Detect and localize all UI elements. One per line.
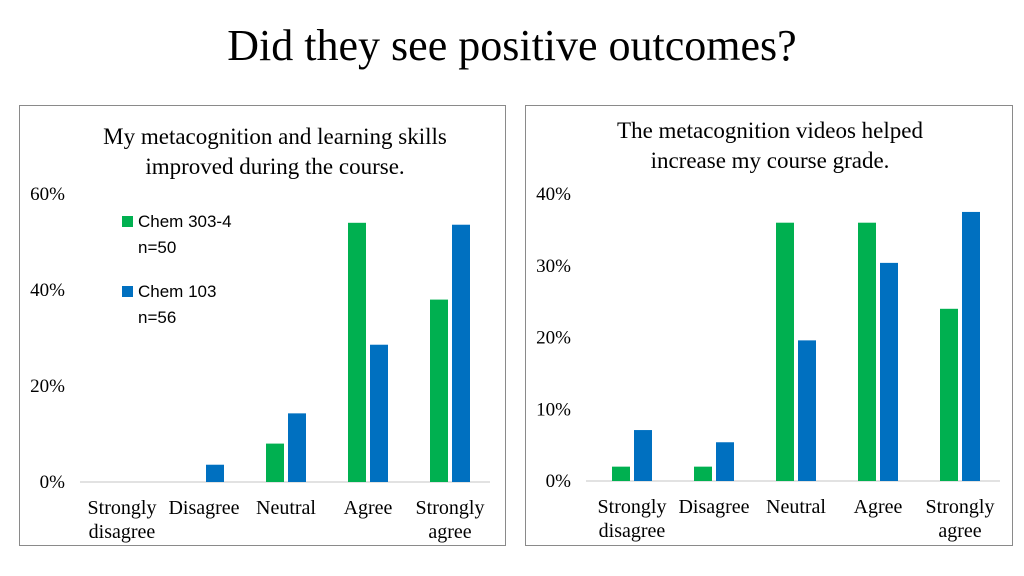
- category-label: Strongly agree: [416, 497, 485, 543]
- legend-label: Chem 303-4 n=50: [138, 212, 232, 257]
- category-label: Strongly agree: [926, 496, 995, 542]
- bar-series-b: [798, 340, 816, 481]
- category-label: Strongly disagree: [88, 497, 157, 543]
- bar-series-b: [288, 413, 306, 482]
- chart-panel-left: My metacognition and learning skills impr…: [19, 105, 506, 546]
- category-label: Agree: [854, 496, 903, 518]
- bar-series-b: [880, 262, 898, 481]
- bar-series-b: [634, 430, 652, 481]
- y-tick-label: 0%: [40, 472, 66, 493]
- slide-title: Did they see positive outcomes?: [227, 21, 797, 70]
- legend-swatch: [122, 286, 133, 297]
- category-label: Strongly disagree: [598, 496, 667, 542]
- bar-series-a: [430, 299, 448, 482]
- bar-series-b: [370, 344, 388, 482]
- legend-label: Chem 103 n=56: [138, 282, 216, 327]
- bar-series-a: [348, 222, 366, 483]
- y-tick-label: 40%: [536, 184, 571, 205]
- bar-series-a: [694, 466, 712, 481]
- legend-swatch: [122, 216, 133, 227]
- bar-series-b: [962, 211, 980, 481]
- bar-series-a: [776, 222, 794, 481]
- y-tick-label: 60%: [30, 184, 65, 205]
- bar-series-b: [206, 464, 224, 482]
- category-label: Neutral: [766, 496, 826, 518]
- chart-title: My metacognition and learning skills impr…: [103, 124, 447, 179]
- y-tick-label: 20%: [536, 328, 571, 349]
- y-tick-label: 20%: [30, 376, 65, 397]
- bar-series-b: [716, 442, 734, 481]
- bar-series-a: [940, 308, 958, 481]
- category-label: Disagree: [168, 497, 239, 519]
- chart-title: The metacognition videos helped increase …: [617, 118, 923, 173]
- chart-left: My metacognition and learning skills impr…: [30, 124, 490, 543]
- category-label: Disagree: [678, 496, 749, 518]
- chart-panel-right: The metacognition videos helped increase …: [525, 105, 1013, 546]
- y-tick-label: 0%: [546, 471, 572, 492]
- chart-right: The metacognition videos helped increase …: [536, 118, 1000, 542]
- y-tick-label: 40%: [30, 280, 65, 301]
- category-label: Neutral: [256, 497, 316, 519]
- y-tick-label: 10%: [536, 399, 571, 420]
- category-label: Agree: [344, 497, 393, 519]
- bar-series-a: [612, 466, 630, 481]
- bar-series-a: [266, 443, 284, 482]
- bar-series-b: [452, 224, 470, 482]
- bar-series-a: [858, 222, 876, 481]
- y-tick-label: 30%: [536, 256, 571, 277]
